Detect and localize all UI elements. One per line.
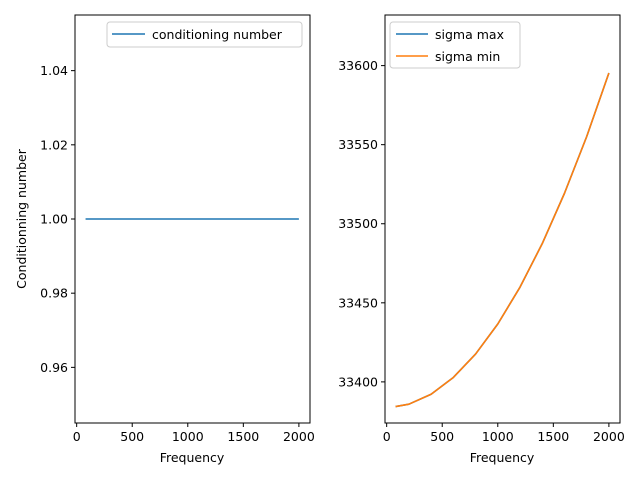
right-y-ticks: 33400 33450 33500 33550 33600 <box>338 58 385 389</box>
left-y-tick-label: 0.96 <box>40 360 68 375</box>
right-plot-frame <box>384 14 621 424</box>
right-y-tick-label: 33550 <box>338 137 378 152</box>
left-x-tick-label: 1000 <box>172 429 204 444</box>
right-legend-label-sigma-min: sigma min <box>435 49 500 64</box>
left-legend-box <box>106 21 303 48</box>
left-x-tick-label: 500 <box>120 429 144 444</box>
right-x-axis-label: Frequency <box>470 450 535 465</box>
right-y-tick-label: 33400 <box>338 374 378 389</box>
right-y-tick-label: 33450 <box>338 295 378 310</box>
right-x-tick-label: 1500 <box>537 429 569 444</box>
left-x-axis-label: Frequency <box>160 450 225 465</box>
right-legend: sigma max sigma min <box>389 21 521 69</box>
right-legend-label-sigma-max: sigma max <box>435 27 504 42</box>
right-y-tick-label: 33500 <box>338 216 378 231</box>
left-x-tick-label: 1500 <box>227 429 259 444</box>
right-x-tick-label: 500 <box>430 429 454 444</box>
left-x-tick-label: 2000 <box>283 429 315 444</box>
left-chart: 0 500 1000 1500 2000 0.96 0.98 1.00 1.02 1.04 Fr… <box>14 14 315 465</box>
left-legend: conditioning number <box>106 21 303 48</box>
left-x-tick-label: 0 <box>73 429 81 444</box>
right-series-line-sigma-min <box>395 72 610 408</box>
left-y-tick-label: 1.02 <box>40 137 68 152</box>
right-chart: 0 500 1000 1500 2000 33400 33450 33500 33550 336… <box>338 14 625 465</box>
right-series-lines <box>395 72 610 408</box>
left-y-axis-label: Conditionning number <box>14 148 29 289</box>
right-y-tick-label: 33600 <box>338 58 378 73</box>
left-y-tick-label: 1.00 <box>40 212 68 227</box>
right-x-tick-label: 0 <box>383 429 391 444</box>
left-legend-label-conditioning-number: conditioning number <box>152 27 283 42</box>
right-x-tick-label: 1000 <box>482 429 514 444</box>
right-x-ticks: 0 500 1000 1500 2000 <box>383 423 625 444</box>
left-y-tick-label: 1.04 <box>40 63 68 78</box>
left-x-ticks: 0 500 1000 1500 2000 <box>73 423 315 444</box>
left-y-ticks: 0.96 0.98 1.00 1.02 1.04 <box>40 63 75 375</box>
left-y-tick-label: 0.98 <box>40 286 68 301</box>
right-x-tick-label: 2000 <box>593 429 625 444</box>
